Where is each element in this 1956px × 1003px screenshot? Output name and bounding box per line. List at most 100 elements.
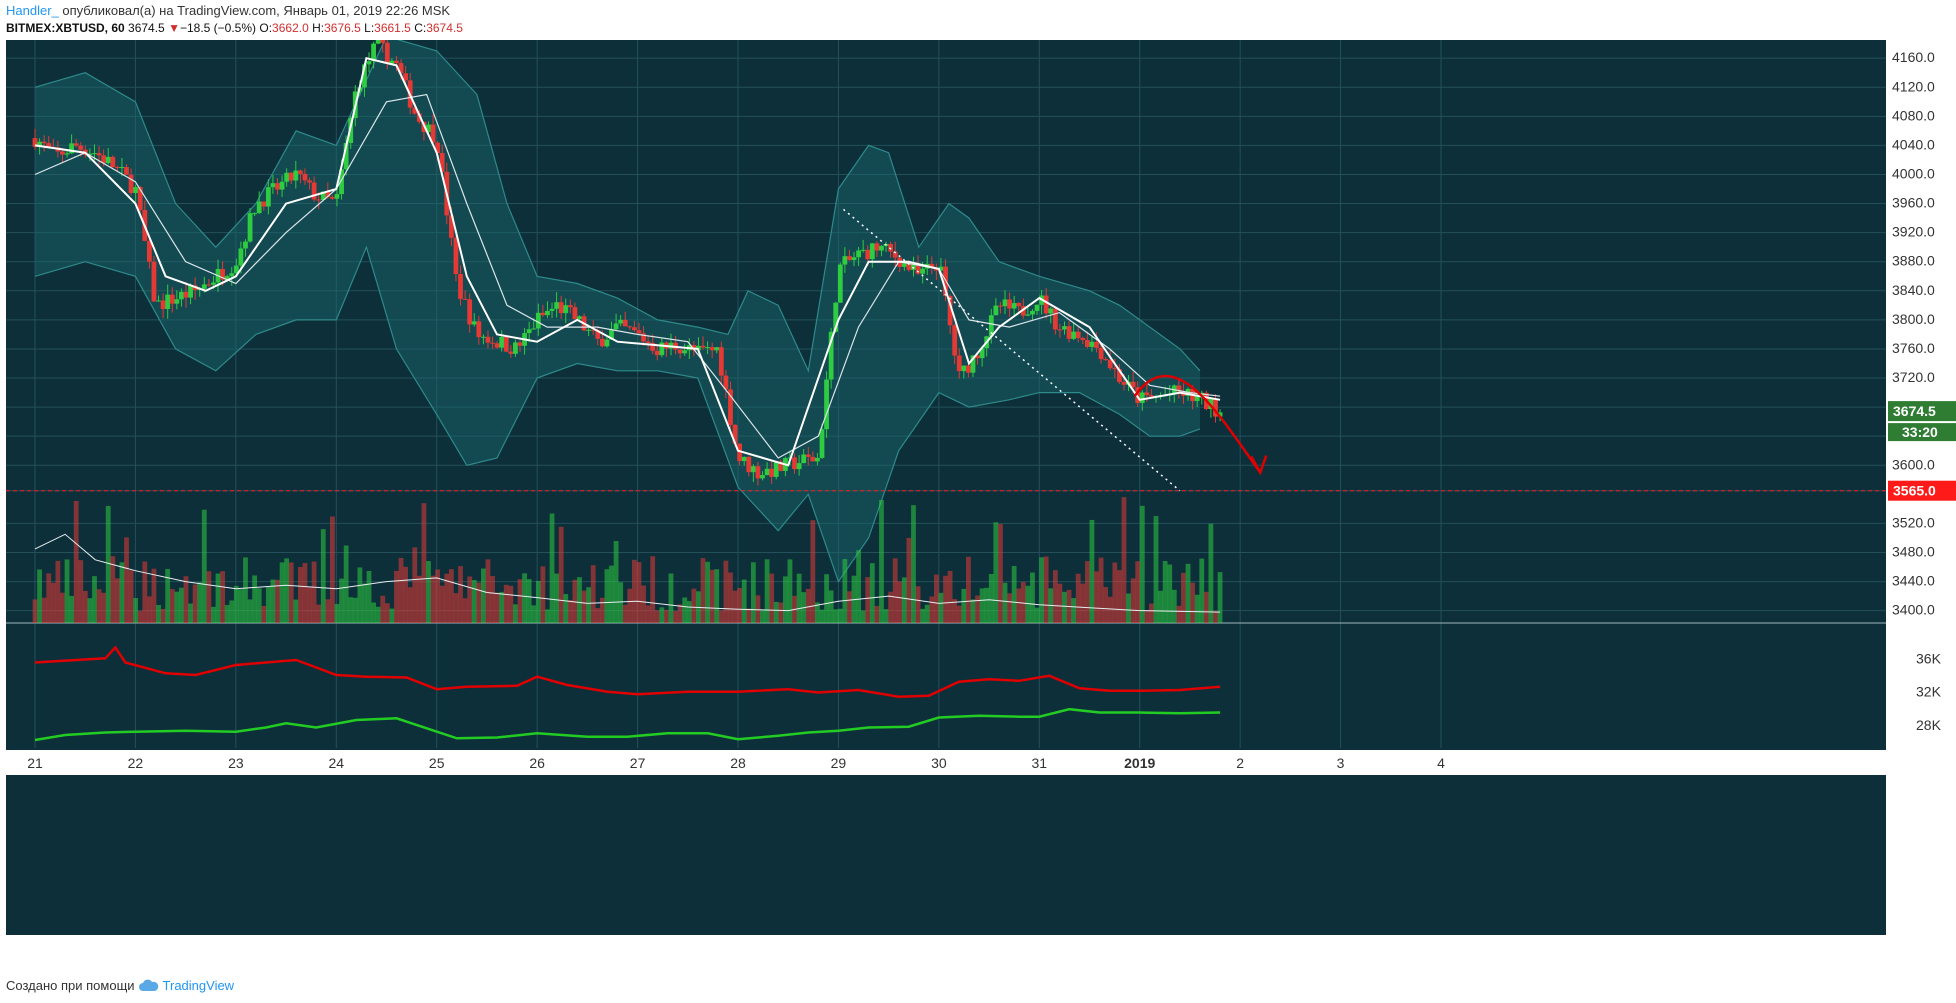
ma-slow-line [34,93,1221,459]
footer: Создано при помощи TradingView [6,978,234,993]
symbol-label: BITMEX:XBTUSD, 60 [6,21,125,35]
volume-bar [503,584,509,623]
author-link[interactable]: Handler_ [6,3,59,18]
volume-bar [211,606,216,623]
volume-bar [631,559,637,623]
candle-body [1112,368,1118,370]
candle-body [371,43,376,62]
candle-body [435,142,441,154]
chart-pane-bg [6,40,1886,935]
price-tick-label: 4080.0 [1892,107,1935,123]
candle-body [297,170,303,174]
volume-bar [448,569,454,623]
volume-bar [750,562,756,623]
moving-averages [34,56,1221,467]
candle-body [773,461,779,477]
volume-bar [677,604,683,623]
candle-body [860,249,866,251]
volume-bar [101,592,107,623]
candle-body [599,338,605,347]
volume-bar [128,570,134,623]
time-axis[interactable]: 21 22 23 24 25 26 27 28 29 30 31 2019 2 3 4 [6,750,1886,775]
volume-bar [1217,572,1223,623]
candle-body [412,107,418,114]
candle-body [503,336,509,352]
candle-body [590,329,596,331]
volume-bar [1062,591,1067,623]
volume-bar [920,608,926,623]
volume-bar [1199,558,1205,623]
time-tick-label: 30 [931,755,947,771]
candle-body [1034,304,1040,311]
candle-body [805,454,811,457]
candle-body [494,343,500,348]
candle-body [810,456,816,462]
candle-body [137,187,143,210]
volume-bar [540,566,546,623]
close-label: C: [414,21,427,35]
price-axis[interactable]: 4160.0 4120.0 4080.0 4040.0 4000.0 3960.0 3920… [1892,49,1935,617]
volume-bar [270,579,276,623]
candle-body [243,241,248,249]
volume-bar [192,584,198,623]
volume-bar [1135,561,1141,623]
volume-bar [142,561,148,623]
volume-bar [279,562,285,623]
price-tick-label: 3720.0 [1892,369,1935,385]
volume-bar [824,574,829,623]
candle-body [856,250,861,258]
candle-body [105,156,111,164]
volume-bar [73,501,79,623]
candle-body [586,329,592,331]
candle-body [837,264,843,303]
candle-body [513,342,518,354]
volume-bar [956,605,962,623]
candle-body [1213,398,1218,417]
candle-body [641,333,646,342]
candle-body [750,466,756,473]
volume-bar [856,550,861,623]
volume-bar [1098,557,1104,623]
candle-body [293,170,299,181]
volume-bar [96,589,102,623]
volume-bar [760,610,765,623]
price-tick-label: 3520.0 [1892,514,1935,530]
candle-body [179,291,184,300]
volume-delta-pane [34,645,1221,742]
pane2-axis[interactable]: 36K 32K 28K [1916,650,1942,733]
volume-bar [485,559,491,623]
low-value: 3661.5 [374,21,411,35]
candle-body [517,342,523,346]
candle-body [961,365,967,372]
volume-bar [380,595,386,623]
price-tick-label: 4160.0 [1892,49,1935,65]
time-tick-label: 22 [128,755,144,771]
volume-bar [435,569,441,623]
price-tick-label: 4040.0 [1892,136,1935,152]
last-price-tag [1888,401,1956,422]
candle-body [650,342,656,351]
candle-body [169,294,175,304]
tradingview-link[interactable]: TradingView [162,978,235,993]
volume-bar [819,609,825,623]
volume-bar [869,563,875,623]
volume-bar [261,605,267,623]
volume-bar [458,566,463,623]
candle-body [256,201,262,214]
volume-bar [654,610,660,623]
volume-bar [453,593,459,623]
time-tick-label: 2019 [1124,755,1155,771]
candle-body [879,245,884,251]
candle-body [87,153,93,155]
volume-bar [609,565,614,623]
volume-bar [481,568,486,623]
volume-bar [110,556,116,623]
price-tick-label: 3480.0 [1892,543,1935,559]
price-chart[interactable]: 4160.0 4120.0 4080.0 4040.0 4000.0 3960.0 3920… [0,40,1956,980]
grid-lines [6,40,1886,748]
volume-bar [215,573,221,623]
candle-body [705,347,710,349]
candle-body [567,305,573,308]
candle-body [384,42,390,64]
volume-bar [535,580,541,623]
